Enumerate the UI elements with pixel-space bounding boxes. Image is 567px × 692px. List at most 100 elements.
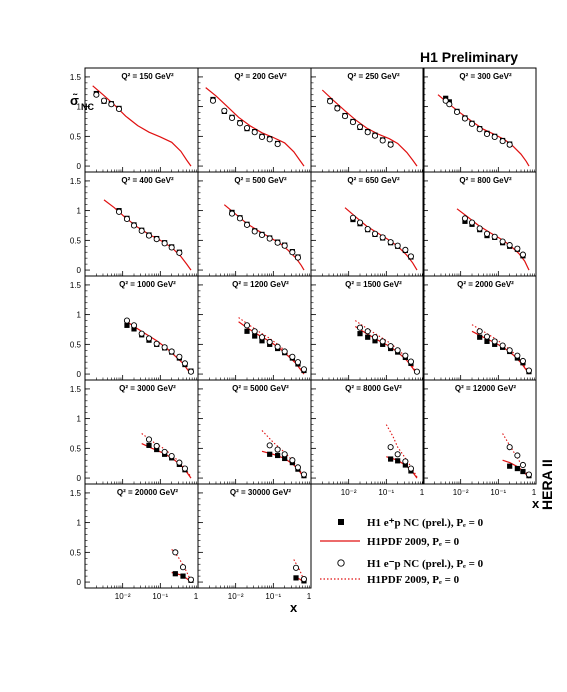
- y-tick-label: 1: [77, 415, 82, 424]
- eplus-point: [484, 338, 490, 344]
- eminus-point: [294, 359, 301, 366]
- eminus-point: [93, 91, 100, 98]
- eminus-point: [289, 457, 296, 464]
- eminus-point: [258, 231, 266, 239]
- panel-label: Q² = 30000 GeV²: [230, 488, 291, 497]
- panel-17: 0 0.5 1 1.5 10⁻² 10⁻¹ 1 Q² = 20000 GeV²: [70, 483, 199, 601]
- panel-12: Q² = 2000 GeV²: [422, 275, 537, 381]
- panel-label: Q² = 250 GeV²: [347, 72, 400, 81]
- eminus-point: [499, 138, 506, 145]
- eminus-point: [326, 98, 334, 105]
- eminus-point: [274, 446, 281, 453]
- y-tick-label: 1: [77, 311, 82, 320]
- eminus-point: [468, 120, 476, 127]
- eminus-point: [387, 343, 394, 350]
- legend-label-fit-dotted: H1PDF 2009, Pₑ = 0: [367, 574, 460, 586]
- eminus-point: [161, 344, 168, 351]
- eminus-point: [407, 465, 414, 472]
- eminus-point: [499, 342, 506, 349]
- panel-grid: 0 0.5 1 1.5 Q² = 150 GeV² Q² = 200 GeV² Q² = 2…: [70, 67, 537, 601]
- eminus-point: [483, 333, 491, 340]
- eminus-point: [371, 334, 379, 341]
- y-tick-label: 1.5: [70, 281, 82, 290]
- x-axis-label-right: x: [532, 496, 540, 511]
- y-tick-label: 0.5: [70, 548, 82, 557]
- fit-curve-eminus: [354, 320, 418, 374]
- eminus-point: [442, 97, 449, 104]
- eminus-point: [100, 97, 108, 104]
- panel-11: Q² = 1500 GeV²: [310, 275, 425, 381]
- panel-label: Q² = 400 GeV²: [121, 176, 174, 185]
- eminus-point: [394, 347, 401, 354]
- eminus-point: [168, 453, 175, 460]
- eminus-point: [274, 343, 281, 350]
- eminus-point: [266, 136, 273, 143]
- eminus-point: [138, 330, 145, 337]
- eminus-point: [153, 236, 160, 243]
- panel-frame: [197, 275, 312, 381]
- eplus-point: [388, 456, 394, 462]
- eplus-point: [259, 338, 265, 344]
- eminus-point: [281, 242, 288, 249]
- y-tick-label: 1: [77, 103, 82, 112]
- y-tick-label: 0: [77, 266, 82, 275]
- eplus-point: [172, 571, 178, 577]
- eplus-point: [507, 463, 513, 469]
- eminus-point: [476, 225, 483, 232]
- y-tick-label: 0: [77, 578, 82, 587]
- y-tick-label: 1.5: [70, 489, 82, 498]
- eminus-point: [349, 119, 357, 126]
- eplus-point: [365, 334, 371, 340]
- eminus-point: [402, 246, 409, 253]
- panel-frame: [84, 379, 199, 485]
- eminus-point: [413, 368, 421, 375]
- panel-frame: [310, 171, 425, 277]
- eminus-point: [476, 328, 483, 335]
- y-tick-label: 1.5: [70, 177, 82, 186]
- eminus-point: [506, 242, 513, 249]
- eminus-point: [364, 129, 371, 136]
- eplus-point: [267, 451, 273, 457]
- eminus-point: [491, 338, 498, 345]
- eplus-point: [180, 573, 186, 579]
- panel-frame: [197, 171, 312, 277]
- eminus-point: [168, 348, 175, 355]
- eminus-point: [176, 353, 183, 360]
- panel-frame: [422, 171, 537, 277]
- panel-7: Q² = 650 GeV²: [310, 171, 425, 277]
- panel-label: Q² = 650 GeV²: [347, 176, 400, 185]
- panel-frame: [310, 379, 425, 485]
- eplus-point: [275, 452, 281, 459]
- side-label: HERA II: [539, 459, 555, 510]
- panel-frame: [197, 483, 312, 589]
- eminus-point: [145, 335, 153, 342]
- x-axis-label-bottom: x: [290, 600, 298, 615]
- panel-label: Q² = 200 GeV²: [234, 72, 287, 81]
- panel-label: Q² = 1500 GeV²: [345, 280, 402, 289]
- eminus-point: [145, 436, 153, 443]
- y-tick-label: 0.5: [70, 340, 82, 349]
- panel-6: Q² = 500 GeV²: [197, 171, 312, 277]
- panel-15: 10⁻² 10⁻¹ 1 Q² = 8000 GeV²: [310, 379, 425, 497]
- eminus-point: [187, 576, 195, 583]
- eminus-point: [506, 347, 513, 354]
- panel-frame: [84, 483, 199, 589]
- eminus-point: [266, 235, 273, 242]
- eminus-point: [172, 549, 179, 556]
- eminus-point: [130, 222, 138, 229]
- panel-label: Q² = 500 GeV²: [234, 176, 287, 185]
- x-tick-label: 10⁻¹: [265, 592, 281, 601]
- legend: H1 e⁺p NC (prel.), Pₑ = 0 H1PDF 2009, Pₑ…: [320, 517, 484, 586]
- eminus-point: [364, 226, 371, 233]
- x-tick-label: 10⁻²: [341, 488, 357, 497]
- eminus-point: [379, 234, 386, 241]
- x-tick-label: 1: [532, 488, 537, 497]
- eminus-point: [145, 232, 153, 239]
- panel-9: 0 0.5 1 1.5 Q² = 1000 GeV²: [70, 275, 199, 381]
- eminus-point: [364, 328, 371, 335]
- eminus-point: [294, 254, 301, 261]
- panel-8: Q² = 800 GeV²: [422, 171, 537, 277]
- y-tick-label: 1: [77, 519, 82, 528]
- panel-label: Q² = 3000 GeV²: [119, 384, 176, 393]
- eminus-point: [525, 367, 533, 374]
